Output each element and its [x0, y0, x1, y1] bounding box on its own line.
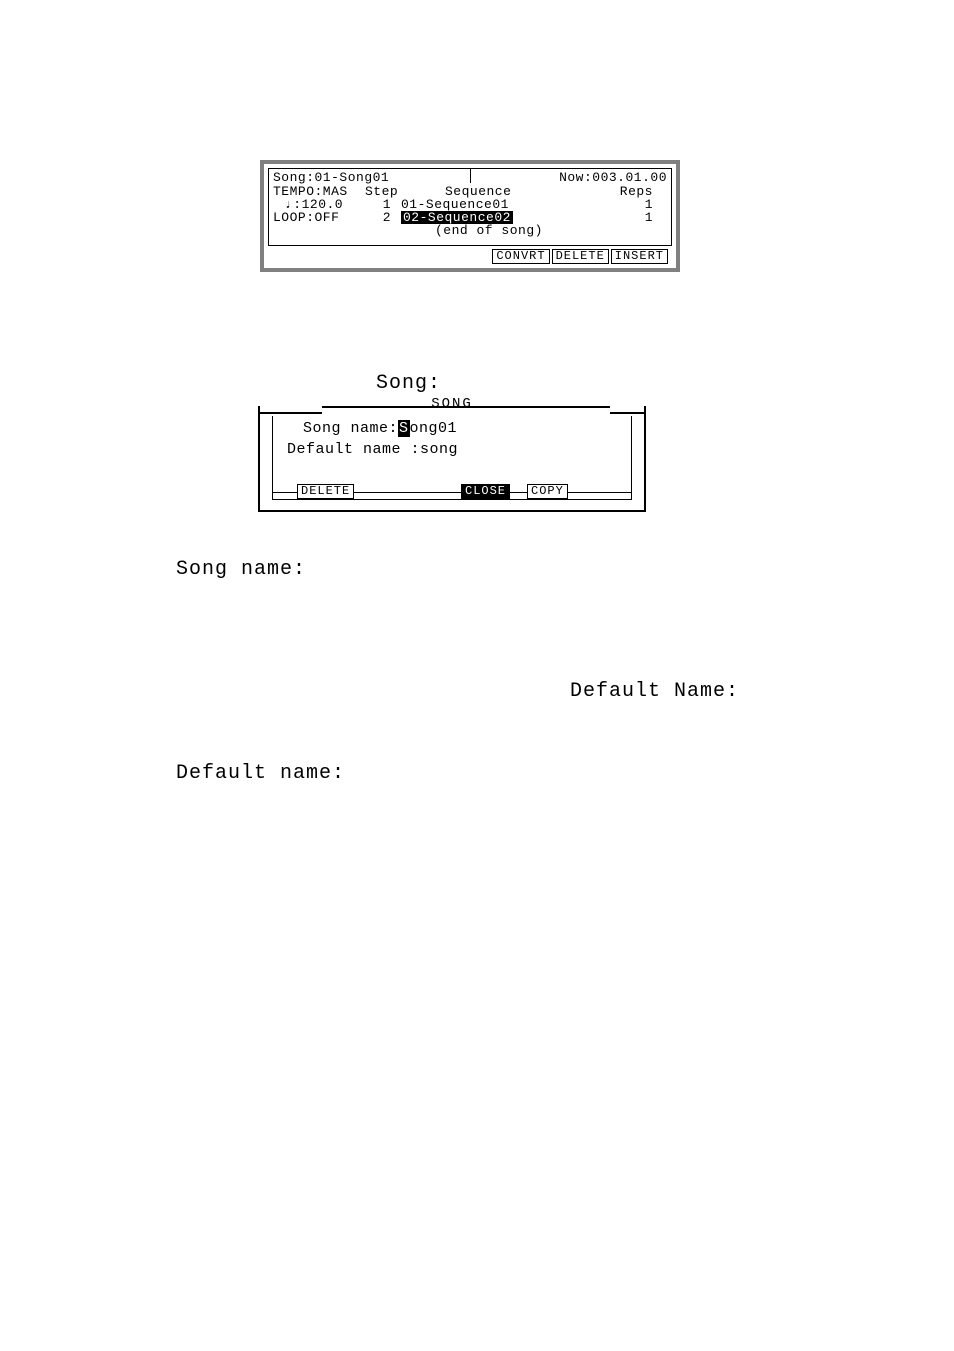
song-mode-screen: Song:01-Song01 Now:003.01.00 TEMPO:MAS S… — [260, 160, 680, 272]
copy-button[interactable]: COPY — [527, 484, 568, 499]
song-name-cursor: S — [398, 420, 410, 437]
step-cell-2: 2 — [365, 211, 401, 224]
convert-button[interactable]: CONVRT — [492, 249, 549, 264]
song-name-heading: Song name: — [176, 558, 306, 581]
song-name-row[interactable]: Song name:Song01 — [303, 420, 631, 437]
default-name-heading-right: Default Name: — [570, 680, 739, 703]
song-window: Song name:Song01 Default name :song DELE… — [258, 406, 646, 512]
default-name-row[interactable]: Default name :song — [287, 441, 631, 458]
loop-field[interactable]: LOOP:OFF — [273, 211, 365, 224]
default-name-value: song — [420, 441, 458, 458]
song-field[interactable]: Song:01-Song01 — [273, 171, 389, 184]
song-window-inner: Song name:Song01 Default name :song DELE… — [272, 416, 632, 500]
delete-song-button[interactable]: DELETE — [297, 484, 354, 499]
title-divider — [470, 169, 471, 183]
reps-cell-2[interactable]: 1 — [601, 211, 653, 224]
song-mode-screen-inner: Song:01-Song01 Now:003.01.00 TEMPO:MAS S… — [264, 164, 676, 268]
delete-step-button[interactable]: DELETE — [552, 249, 609, 264]
song-name-label: Song name: — [303, 420, 398, 437]
default-name-heading-left: Default name: — [176, 762, 345, 785]
song-mode-border: Song:01-Song01 Now:003.01.00 TEMPO:MAS S… — [268, 168, 672, 246]
close-button[interactable]: CLOSE — [461, 484, 510, 499]
insert-step-button[interactable]: INSERT — [611, 249, 668, 264]
song-heading: Song: — [376, 372, 441, 395]
now-field: Now:003.01.00 — [559, 171, 667, 184]
song-name-value: ong01 — [410, 420, 458, 437]
default-name-label: Default name : — [287, 441, 420, 458]
end-of-song-label: (end of song) — [401, 224, 601, 237]
